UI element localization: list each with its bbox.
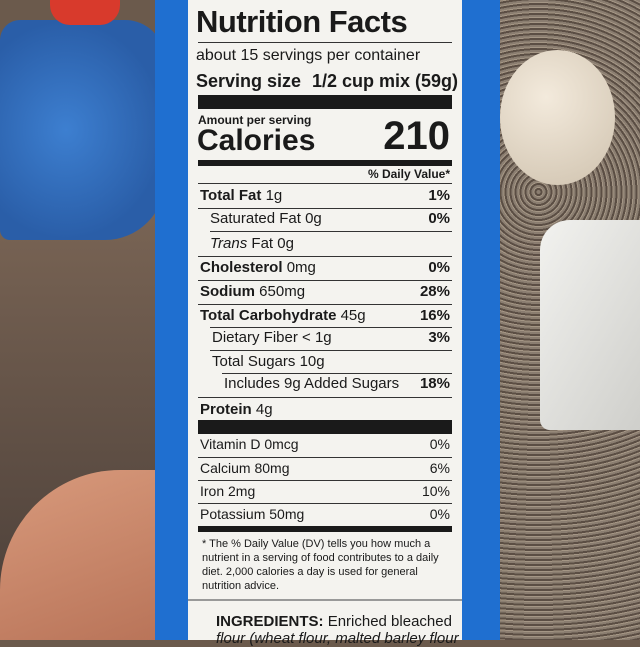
nutrient-row: Total Sugars 10g [212,353,325,370]
nutrient-row: Protein 4g [200,401,273,418]
nutrient-row: Sodium 650mg 28% [200,283,450,300]
nutrient-row: Total Fat 1g 1% [200,187,450,204]
vitamin-row: Iron 2mg 10% [200,483,450,499]
serving-size-label: Serving size [196,71,302,91]
ingredients-partial: flour (wheat flour, malted barley flour [216,630,459,647]
nutrient-row: Total Carbohydrate 45g 16% [200,307,450,324]
title: Nutrition Facts [196,4,408,39]
divider [198,526,452,532]
vitamin-row: Vitamin D 0mcg 0% [200,436,450,452]
dv-header: % Daily Value* [367,167,450,181]
ingredients: INGREDIENTS: Enriched bleached [216,613,452,630]
calories-value: 210 [383,114,450,158]
nutrient-row: Trans Fat 0g [210,235,294,252]
amount-per-serving: Amount per serving [198,113,312,127]
white-bag [540,220,640,430]
nutrient-row: Dietary Fiber < 1g 3% [212,329,450,346]
package-logo [50,0,120,25]
footnote: * The % Daily Value (DV) tells you how m… [202,538,439,592]
vitamin-row: Calcium 80mg 6% [200,460,450,476]
vitamin-row: Potassium 50mg 0% [200,506,450,522]
calories-label: Calories [197,124,316,157]
dough-ball [500,50,615,185]
divider [198,160,452,166]
nutrition-facts-panel: Nutrition Facts about 15 servings per co… [188,0,462,647]
servings: about 15 servings per container [196,47,421,64]
serving-size-value: 1/2 cup mix (59g) [312,71,459,91]
thick-divider [198,95,452,109]
nutrient-row: Saturated Fat 0g 0% [210,210,450,227]
nutrient-row: Cholesterol 0mg 0% [200,259,450,276]
nutrient-row: Includes 9g Added Sugars 18% [224,375,450,392]
blue-towel [0,20,165,240]
thick-divider [198,420,452,434]
